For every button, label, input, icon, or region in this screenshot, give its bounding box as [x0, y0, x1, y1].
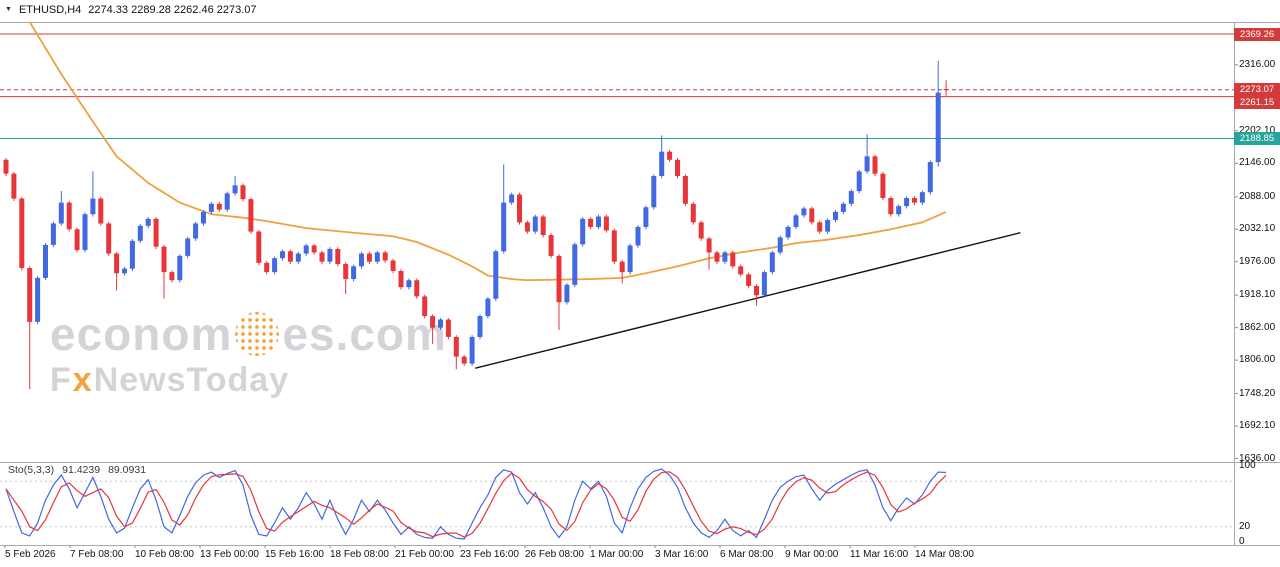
time-axis-label: 11 Mar 16:00	[850, 549, 909, 560]
time-axis-label: 10 Feb 08:00	[135, 549, 194, 560]
candles-layer	[3, 60, 949, 390]
time-axis-label: 13 Feb 00:00	[200, 549, 259, 560]
moving-average-line	[28, 21, 947, 282]
price-axis-label: 2088.00	[1239, 190, 1276, 202]
stoch-signal-line	[5, 471, 947, 538]
time-axis-label: 5 Feb 2026	[5, 549, 56, 560]
time-axis-label: 18 Feb 08:00	[330, 549, 389, 560]
stoch-axis-label: 0	[1239, 536, 1245, 547]
price-axis-label: 1862.00	[1239, 321, 1276, 333]
time-axis-label: 6 Mar 08:00	[720, 549, 774, 560]
watermark-text-right: es.com	[282, 308, 447, 360]
stochastic-layer	[0, 468, 1234, 540]
price-axis-label: 2202.10	[1239, 124, 1276, 136]
price-badge-2273.07: 2273.07	[1234, 83, 1280, 97]
time-axis-label: 9 Mar 00:00	[785, 549, 839, 560]
stochastic-name: Sto(5,3,3)	[8, 464, 55, 476]
price-axis-label: 1692.10	[1239, 420, 1276, 432]
time-axis-label: 3 Mar 16:00	[655, 549, 709, 560]
price-badge-2261.15: 2261.15	[1234, 96, 1280, 110]
price-badge-2369.26: 2369.26	[1234, 27, 1280, 41]
price-axis-label: 2032.10	[1239, 223, 1276, 235]
watermark-x-icon: x	[72, 361, 93, 400]
collapse-icon[interactable]: ▼	[5, 5, 12, 13]
time-axis-label: 23 Feb 16:00	[460, 549, 519, 560]
price-axis-label: 1918.10	[1239, 289, 1276, 301]
price-axis-label: 1976.00	[1239, 255, 1276, 267]
price-axis-label: 1636.00	[1239, 452, 1276, 464]
levels-layer	[0, 33, 1234, 139]
stoch-main-line	[5, 468, 947, 540]
watermark-subbrand: FxNewsToday	[50, 361, 447, 400]
price-axis-border[interactable]	[1234, 22, 1235, 546]
stochastic-label: Sto(5,3,3) 91.4239 89.0931	[8, 464, 146, 476]
price-badge-2188.85: 2188.85	[1234, 131, 1280, 145]
symbol-timeframe: ETHUSD,H4	[18, 4, 82, 16]
stochastic-signal-value: 89.0931	[108, 464, 147, 476]
watermark: econom es.com FxNewsToday	[50, 310, 447, 400]
time-axis: 5 Feb 2026 7 Feb 08:00 10 Feb 08:00 13 Feb …	[0, 548, 1280, 564]
indicator-separator[interactable]	[0, 462, 1280, 463]
ohlc-values: 2274.33 2289.28 2262.46 2273.07	[88, 4, 257, 16]
stochastic-main-value: 91.4239	[62, 464, 101, 476]
chart-title: ▼ ETHUSD,H4 2274.33 2289.28 2262.46 2273…	[5, 4, 257, 16]
time-axis-label: 7 Feb 08:00	[70, 549, 124, 560]
time-axis-label: 15 Feb 16:00	[265, 549, 324, 560]
time-axis-label: 1 Mar 00:00	[590, 549, 644, 560]
chart-border-top	[0, 22, 1280, 23]
trendline[interactable]	[475, 232, 1021, 369]
watermark-f: F	[50, 361, 72, 400]
watermark-brand: econom es.com	[50, 308, 447, 360]
price-axis: 2316.00 2202.10 2146.00 2088.00 2032.10 1976.…	[1234, 0, 1280, 567]
stoch-axis-label: 100	[1239, 460, 1256, 471]
watermark-text-left: econom	[50, 308, 233, 360]
indicator-border-bottom	[0, 545, 1280, 546]
stoch-axis-label: 20	[1239, 520, 1251, 532]
time-axis-label: 26 Feb 08:00	[525, 549, 584, 560]
time-axis-label: 21 Feb 00:00	[395, 549, 454, 560]
time-axis-label: 14 Mar 08:00	[915, 549, 974, 560]
price-axis-label: 2146.00	[1239, 157, 1276, 169]
price-axis-label: 1748.20	[1239, 387, 1276, 399]
price-axis-label: 1806.00	[1239, 354, 1276, 366]
price-axis-label: 2316.00	[1239, 58, 1276, 70]
dotted-globe-logo-icon	[235, 312, 280, 357]
watermark-newstoday: NewsToday	[93, 361, 290, 400]
